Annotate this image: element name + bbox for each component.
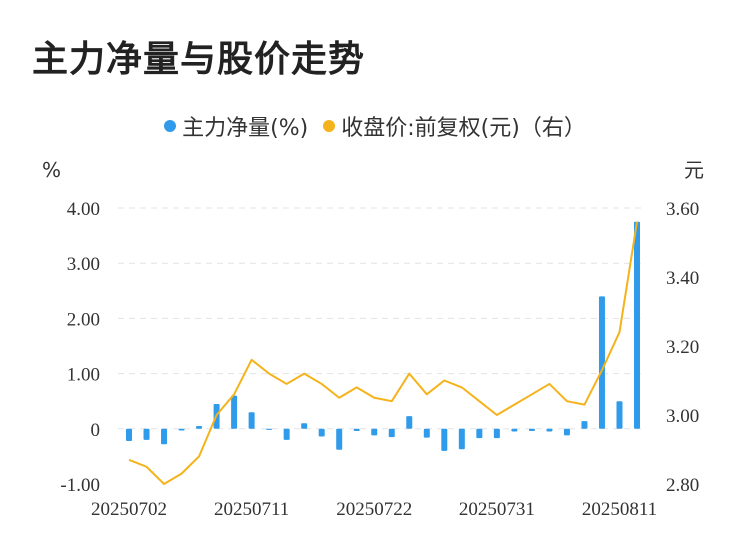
y-right-tick-label: 3.60 (666, 199, 699, 220)
y-left-tick-label: -1.00 (60, 475, 100, 496)
bar (441, 428, 448, 451)
bar (634, 221, 640, 429)
y-left-tick-label: 1.00 (67, 365, 100, 386)
y-left-tick-label: 4.00 (67, 199, 100, 220)
y-right-tick-label: 3.00 (666, 406, 699, 427)
legend-dot-icon (323, 120, 336, 132)
bar (476, 428, 483, 439)
y-left-tick-label: 0 (91, 420, 101, 441)
bar (458, 428, 465, 450)
chart-title: 主力净量与股价走势 (32, 39, 366, 80)
y-left-tick-label: 3.00 (67, 254, 100, 275)
y-right-tick-label: 3.40 (666, 268, 699, 289)
y-right-unit: 元 (684, 158, 704, 182)
bar (388, 428, 395, 438)
x-tick-label: 20250811 (582, 499, 657, 520)
x-tick-label: 20250731 (459, 499, 535, 520)
bar (248, 412, 255, 429)
x-tick-label: 20250711 (214, 499, 289, 520)
bar (283, 428, 290, 440)
legend-label: 主力净量(%) (182, 116, 309, 141)
price-line (128, 221, 638, 485)
bar (336, 428, 343, 450)
bar (616, 401, 623, 429)
bar (511, 428, 518, 432)
bar (126, 428, 132, 441)
legend-dot-icon (164, 120, 177, 132)
bar (406, 416, 413, 429)
x-tick-label: 20250702 (91, 499, 167, 520)
bar (196, 426, 203, 429)
legend: 主力净量(%) 收盘价:前复权(元)（右） (0, 110, 750, 142)
bar (423, 428, 430, 438)
legend-label: 收盘价:前复权(元)（右） (341, 116, 586, 141)
bar (318, 428, 325, 437)
bar (301, 423, 308, 429)
y-right-tick-label: 3.20 (666, 337, 699, 358)
bar (528, 428, 535, 432)
y-right-tick-label: 2.80 (666, 475, 699, 496)
bar (493, 428, 500, 439)
bar (353, 428, 360, 432)
bar (581, 421, 588, 429)
bar (598, 296, 605, 429)
bar (143, 428, 150, 440)
y-left-unit: % (42, 158, 61, 182)
legend-item-net-volume[interactable]: 主力净量(%) (164, 110, 308, 142)
bar (563, 428, 570, 436)
legend-item-close-price[interactable]: 收盘价:前复权(元)（右） (323, 110, 586, 142)
bar (546, 428, 553, 432)
bar (161, 428, 168, 445)
bar (231, 395, 238, 429)
bar (371, 428, 378, 436)
y-left-tick-label: 2.00 (67, 309, 100, 330)
bar (266, 428, 273, 430)
bar (178, 428, 185, 431)
x-tick-label: 20250722 (336, 499, 412, 520)
